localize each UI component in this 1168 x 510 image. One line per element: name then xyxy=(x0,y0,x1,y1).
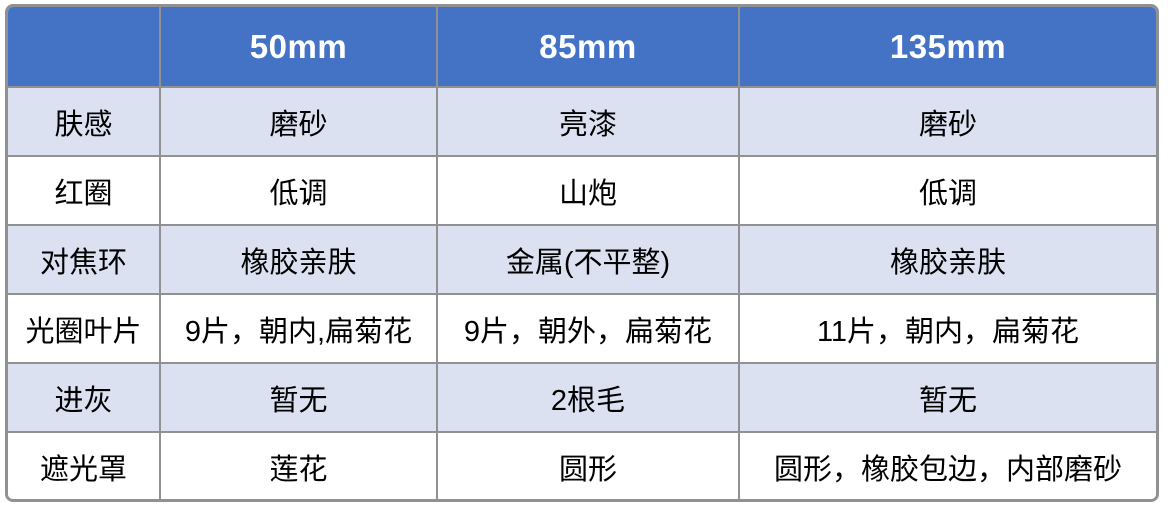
table-cell: 暂无 xyxy=(159,362,438,433)
table-cell: 莲花 xyxy=(159,431,438,499)
table-row-lens-hood: 遮光罩 莲花 圆形 圆形，橡胶包边，内部磨砂 xyxy=(8,431,1156,499)
table-cell: 橡胶亲肤 xyxy=(159,224,438,295)
row-label: 红圈 xyxy=(8,155,161,226)
table-cell: 9片，朝内,扁菊花 xyxy=(159,293,438,364)
table-cell: 低调 xyxy=(159,155,438,226)
row-label: 遮光罩 xyxy=(8,431,161,499)
column-header-135mm: 135mm xyxy=(738,7,1156,88)
header-corner-cell xyxy=(8,7,161,88)
table-cell: 暂无 xyxy=(738,362,1156,433)
table-cell: 山炮 xyxy=(436,155,740,226)
table-row-aperture-blades: 光圈叶片 9片，朝内,扁菊花 9片，朝外，扁菊花 11片，朝内，扁菊花 xyxy=(8,293,1156,364)
row-label: 光圈叶片 xyxy=(8,293,161,364)
row-label: 对焦环 xyxy=(8,224,161,295)
table-cell: 2根毛 xyxy=(436,362,740,433)
table-cell: 磨砂 xyxy=(159,86,438,157)
table-row-red-ring: 红圈 低调 山炮 低调 xyxy=(8,155,1156,226)
table-cell: 11片，朝内，扁菊花 xyxy=(738,293,1156,364)
table-cell: 9片，朝外，扁菊花 xyxy=(436,293,740,364)
table-cell: 亮漆 xyxy=(436,86,740,157)
table-cell: 低调 xyxy=(738,155,1156,226)
lens-comparison-table-wrapper: 50mm 85mm 135mm 肤感 磨砂 亮漆 磨砂 红圈 低调 山炮 低调 … xyxy=(5,4,1159,502)
column-header-85mm: 85mm xyxy=(436,7,740,88)
lens-comparison-table: 50mm 85mm 135mm 肤感 磨砂 亮漆 磨砂 红圈 低调 山炮 低调 … xyxy=(8,7,1156,499)
table-row-focus-ring: 对焦环 橡胶亲肤 金属(不平整) 橡胶亲肤 xyxy=(8,224,1156,295)
table-cell: 圆形，橡胶包边，内部磨砂 xyxy=(738,431,1156,499)
column-header-50mm: 50mm xyxy=(159,7,438,88)
table-row-dust: 进灰 暂无 2根毛 暂无 xyxy=(8,362,1156,433)
table-cell: 橡胶亲肤 xyxy=(738,224,1156,295)
table-row-skin-feel: 肤感 磨砂 亮漆 磨砂 xyxy=(8,86,1156,157)
table-cell: 金属(不平整) xyxy=(436,224,740,295)
header-row: 50mm 85mm 135mm xyxy=(8,7,1156,88)
row-label: 肤感 xyxy=(8,86,161,157)
table-cell: 磨砂 xyxy=(738,86,1156,157)
row-label: 进灰 xyxy=(8,362,161,433)
table-cell: 圆形 xyxy=(436,431,740,499)
